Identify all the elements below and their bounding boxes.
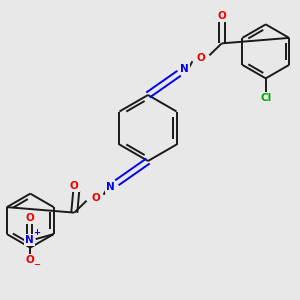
Text: Cl: Cl <box>260 93 271 103</box>
Text: O: O <box>91 193 100 203</box>
Text: O: O <box>25 255 34 265</box>
Text: O: O <box>217 11 226 21</box>
Text: N: N <box>25 235 34 245</box>
Text: +: + <box>33 228 40 237</box>
Text: N: N <box>106 182 115 192</box>
Text: O: O <box>196 53 205 63</box>
Text: N: N <box>180 64 188 74</box>
Text: −: − <box>33 260 40 268</box>
Text: O: O <box>70 181 79 190</box>
Text: O: O <box>25 213 34 223</box>
